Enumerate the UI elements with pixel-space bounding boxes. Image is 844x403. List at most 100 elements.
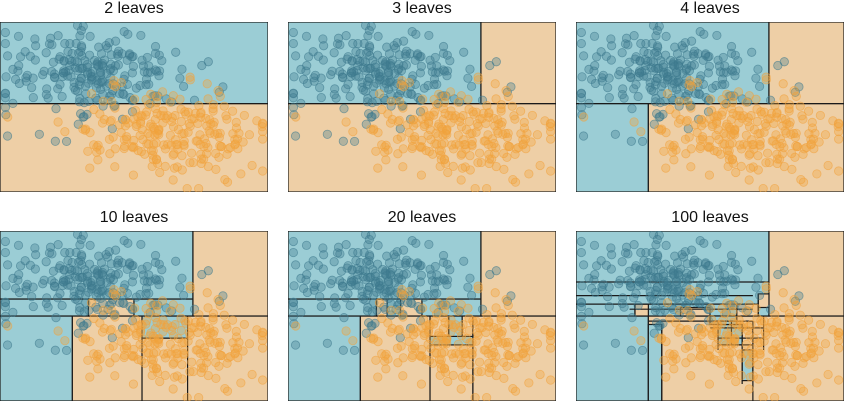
data-point-class-b <box>778 288 788 298</box>
data-point-class-a <box>720 288 730 298</box>
data-point-class-b <box>436 331 446 341</box>
data-point-class-b <box>456 331 467 341</box>
data-point-class-a <box>431 277 441 287</box>
data-point-class-b <box>834 126 844 137</box>
data-point-class-b <box>110 103 120 113</box>
data-point-class-b <box>733 87 744 97</box>
data-point-class-b <box>546 126 556 137</box>
data-point-class-a <box>606 264 616 274</box>
data-point-class-a <box>50 345 60 355</box>
data-point-class-b <box>136 355 146 366</box>
data-point-class-a <box>615 66 625 76</box>
data-point-class-b <box>490 288 500 298</box>
data-point-class-b <box>484 358 494 368</box>
data-point-class-a <box>327 275 337 285</box>
data-point-class-b <box>491 161 501 172</box>
data-point-class-b <box>487 142 497 152</box>
data-point-class-a <box>28 92 38 103</box>
data-point-class-b <box>215 300 225 310</box>
data-point-class-b <box>116 77 126 88</box>
data-point-class-b <box>450 111 461 121</box>
data-point-class-a <box>337 281 348 291</box>
data-point-class-b <box>745 149 755 159</box>
plot-area <box>288 231 556 401</box>
data-point-class-a <box>10 283 21 293</box>
data-point-class-a <box>352 274 362 285</box>
data-point-class-b <box>769 118 779 129</box>
data-point-class-b <box>668 142 678 152</box>
data-point-class-a <box>319 41 329 51</box>
data-point-class-a <box>86 75 97 85</box>
data-point-class-b <box>501 295 511 305</box>
data-point-class-b <box>129 135 139 145</box>
data-point-class-a <box>357 77 367 88</box>
data-point-class-b <box>784 309 794 319</box>
data-point-class-b <box>170 320 180 330</box>
data-point-class-b <box>772 107 782 118</box>
data-point-class-a <box>695 236 705 246</box>
data-point-class-a <box>596 256 606 266</box>
data-point-class-b <box>787 357 797 368</box>
data-point-class-b <box>168 91 178 101</box>
data-point-class-a <box>361 86 371 96</box>
data-point-class-a <box>651 302 661 313</box>
data-point-class-b <box>775 142 785 152</box>
data-point-class-b <box>386 305 396 315</box>
data-point-class-b <box>185 281 195 291</box>
data-point-class-a <box>157 265 167 275</box>
data-point-class-a <box>53 31 63 41</box>
data-point-class-a <box>625 281 636 291</box>
data-point-class-b <box>500 128 511 139</box>
data-point-class-b <box>510 177 521 187</box>
data-point-class-b <box>487 363 497 373</box>
data-point-class-a <box>142 261 152 272</box>
data-point-class-a <box>794 291 804 301</box>
data-point-class-b <box>222 386 233 396</box>
data-point-class-a <box>656 290 667 300</box>
data-point-class-a <box>316 92 326 103</box>
data-point-class-b <box>760 328 770 338</box>
data-point-class-b <box>371 355 381 365</box>
data-point-class-a <box>15 261 26 271</box>
data-point-class-b <box>386 96 396 106</box>
data-point-class-a <box>106 50 116 60</box>
data-point-class-b <box>258 343 268 353</box>
data-point-class-b <box>411 118 421 128</box>
data-point-class-b <box>752 104 762 114</box>
data-point-class-b <box>448 161 458 171</box>
data-point-class-b <box>526 137 536 147</box>
data-point-class-b <box>748 140 758 150</box>
data-point-class-a <box>14 61 24 71</box>
data-point-class-b <box>745 372 756 382</box>
data-point-class-a <box>96 279 106 289</box>
data-point-class-b <box>761 281 771 291</box>
data-point-class-a <box>645 77 655 88</box>
data-point-class-b <box>129 344 139 354</box>
data-point-class-a <box>598 279 608 289</box>
data-point-class-b <box>393 358 403 368</box>
data-point-class-a <box>0 93 10 103</box>
data-point-class-b <box>761 75 771 85</box>
data-point-class-b <box>456 91 466 101</box>
data-point-class-a <box>143 277 153 287</box>
data-point-class-a <box>137 55 147 65</box>
data-point-class-b <box>155 376 165 387</box>
data-point-class-a <box>672 84 682 95</box>
data-point-class-a <box>0 311 11 321</box>
data-point-class-a <box>351 256 361 266</box>
data-point-class-a <box>0 247 10 258</box>
data-point-class-a <box>337 72 348 82</box>
data-point-class-b <box>456 122 467 132</box>
data-point-class-a <box>466 81 477 92</box>
data-point-class-a <box>342 263 352 273</box>
data-point-class-b <box>487 154 497 164</box>
data-point-class-b <box>144 309 154 319</box>
data-point-class-a <box>150 48 161 58</box>
data-point-class-b <box>522 337 532 348</box>
data-point-class-b <box>78 124 88 134</box>
data-point-class-b <box>211 357 221 368</box>
data-point-class-b <box>252 325 262 335</box>
data-point-class-b <box>823 369 833 380</box>
data-point-class-a <box>406 89 416 99</box>
data-point-class-b <box>508 174 518 185</box>
